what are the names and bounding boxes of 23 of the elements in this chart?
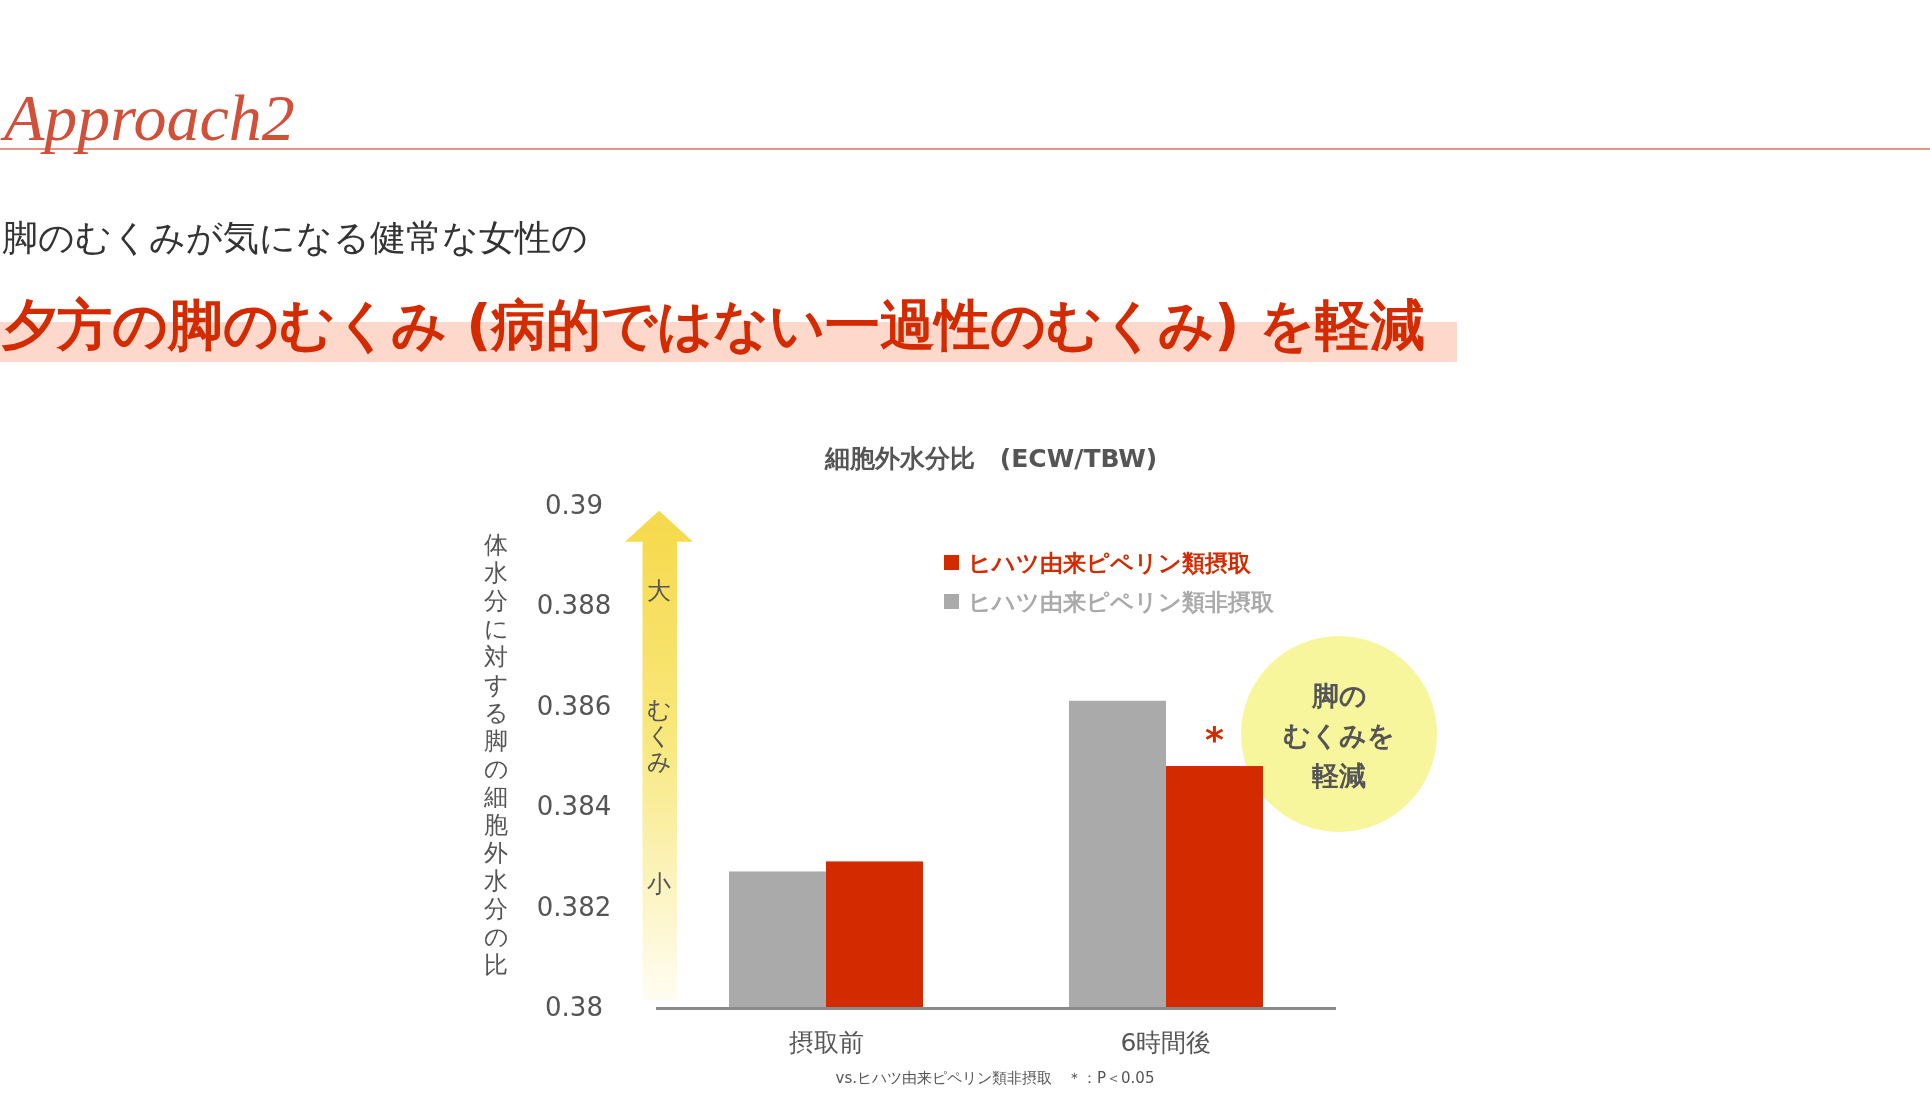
text: 細胞外水分比 (ECW/TBW) [823, 443, 1158, 473]
annotation: 小 [647, 870, 671, 898]
x-tick-label: 6時間後 [1120, 1027, 1212, 1057]
chart-title: 夕方の脚のむくみ (病的ではない一過性のむくみ) を軽減 [1, 293, 1425, 357]
annotation: 大 [647, 577, 671, 605]
text: Approach2 [0, 81, 295, 154]
y-tick-label: 0.388 [536, 590, 612, 621]
annotation: * [1205, 719, 1225, 761]
annotation: 脚の [1310, 679, 1367, 711]
y-tick-label: 0.386 [536, 690, 612, 721]
annotation: 軽減 [1312, 759, 1366, 791]
text: 脚のむくみが気になる健常な女性の [2, 217, 588, 258]
legend-label: ヒハツ由来ピペリン類摂取 [968, 550, 1252, 576]
annotation: むくみ [646, 696, 672, 776]
annotation: むくみを [1283, 719, 1395, 751]
y-tick-label: 0.382 [536, 891, 612, 922]
text: 体水分に対する脚の細胞外水分の比 [483, 531, 509, 979]
y-tick-label: 0.39 [545, 490, 603, 520]
y-tick-label: 0.38 [545, 992, 603, 1022]
legend-label: ヒハツ由来ピペリン類非摂取 [968, 589, 1275, 615]
text: vs.ヒハツ由来ピペリン類非摂取 ＊：P＜0.05 [835, 1069, 1155, 1087]
x-tick-label: 摂取前 [788, 1027, 864, 1057]
y-tick-label: 0.384 [536, 791, 612, 822]
